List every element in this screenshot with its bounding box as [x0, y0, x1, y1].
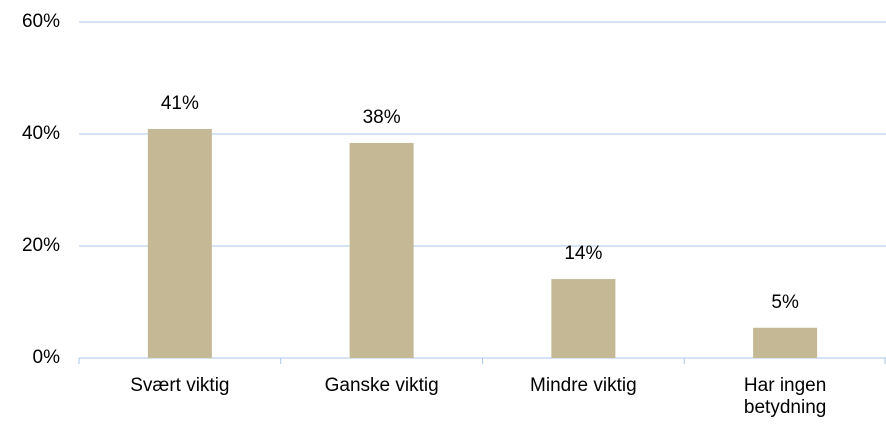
bar: [147, 128, 212, 358]
data-label: 5%: [771, 292, 799, 313]
data-label: 38%: [363, 107, 401, 128]
y-tick-label: 0%: [33, 347, 61, 368]
data-label: 14%: [564, 243, 602, 264]
x-tick-label: Svært viktig: [130, 375, 230, 396]
x-tick-label: Har ingen betydning: [743, 375, 827, 418]
y-tick-label: 40%: [22, 123, 60, 144]
y-tick-label: 60%: [22, 11, 60, 32]
bar: [551, 279, 616, 358]
x-tick-label: Mindre viktig: [530, 375, 637, 396]
bar: [349, 142, 414, 358]
x-tick-label: Ganske viktig: [324, 375, 439, 396]
data-label: 41%: [161, 93, 199, 114]
bar: [753, 327, 818, 358]
y-tick-label: 20%: [22, 235, 60, 256]
